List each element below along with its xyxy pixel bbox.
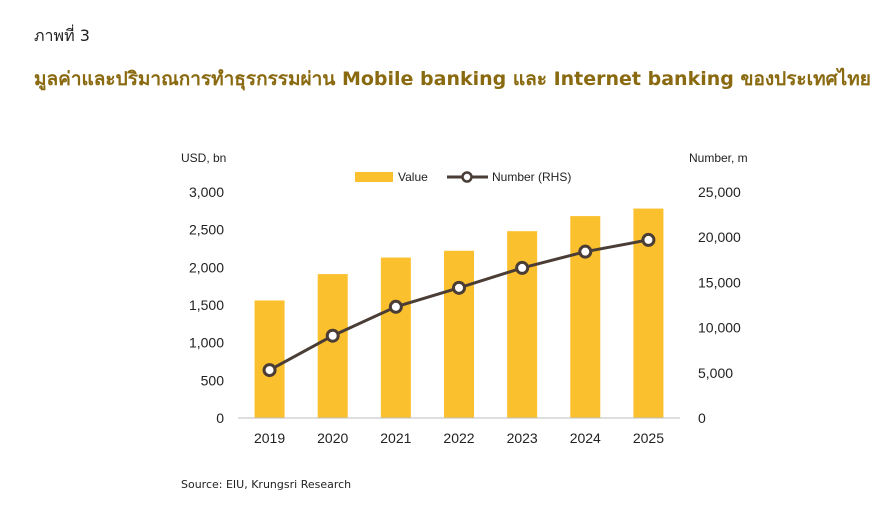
line-point-2020 [325,328,340,343]
line-point-2021 [388,299,403,314]
source-note: Source: EIU, Krungsri Research [181,478,352,491]
bar-2023 [507,231,538,418]
y-left-tick-label: 500 [201,372,225,388]
y-left-tick-label: 2,000 [189,259,224,275]
x-tick-label: 2022 [443,430,474,446]
y-left-tick-label: 3,000 [189,184,224,200]
y-right-axis-label: Number, m [689,151,748,165]
bar-2021 [380,257,411,418]
y-right-ticks: 0 5,000 10,000 15,000 20,000 25,000 [698,184,741,426]
y-left-tick-label: 1,500 [189,297,224,313]
line-point-2023 [515,260,530,275]
legend-label-number: Number (RHS) [492,170,571,184]
x-ticks: 2019 2020 2021 2022 2023 2024 2025 [254,430,664,446]
line-series [262,232,656,378]
y-left-axis-label: USD, bn [181,151,226,165]
bar-2020 [317,274,348,418]
bar-2022 [444,250,474,418]
x-tick-label: 2023 [507,430,538,446]
x-tick-label: 2021 [380,430,411,446]
x-tick-label: 2024 [570,430,601,446]
y-left-tick-label: 2,500 [189,222,224,238]
line-point-2019 [262,363,277,378]
y-right-tick-label: 10,000 [698,320,741,336]
line-point-2022 [452,280,466,295]
legend-label-value: Value [398,170,428,184]
figure-label: ภาพที่ 3 [34,26,90,45]
y-right-tick-label: 25,000 [698,184,741,200]
legend-swatch-value [355,172,393,182]
y-right-tick-label: 5,000 [698,365,733,381]
bar-2019 [254,300,285,418]
bar-series [254,208,664,418]
chart-title: มูลค่าและปริมาณการทำธุรกรรมผ่าน Mobile b… [34,68,870,90]
x-tick-label: 2019 [254,430,285,446]
y-left-ticks: 0 500 1,000 1,500 2,000 2,500 3,000 [189,184,224,426]
x-tick-label: 2025 [633,430,664,446]
line-point-2025 [641,232,656,247]
x-tick-label: 2020 [317,430,348,446]
legend-swatch-number-marker [461,171,473,183]
y-right-tick-label: 15,000 [698,274,741,290]
y-left-tick-label: 1,000 [189,335,224,351]
line-point-2024 [578,244,593,259]
legend: Value Number (RHS) [355,170,571,184]
y-right-tick-label: 20,000 [698,229,741,245]
y-left-tick-label: 0 [216,410,224,426]
y-right-tick-label: 0 [698,410,706,426]
